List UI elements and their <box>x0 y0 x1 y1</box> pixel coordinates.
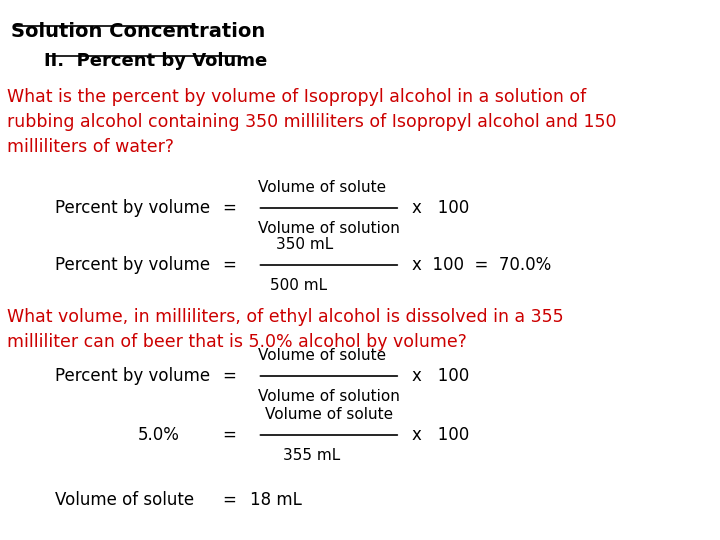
Text: Volume of solute: Volume of solute <box>258 180 386 195</box>
Text: 5.0%: 5.0% <box>138 426 180 444</box>
Text: x  100  =  70.0%: x 100 = 70.0% <box>412 256 552 274</box>
Text: =: = <box>222 199 236 217</box>
Text: Volume of solution: Volume of solution <box>258 221 400 236</box>
Text: Volume of solution: Volume of solution <box>258 389 400 404</box>
Text: Percent by volume: Percent by volume <box>55 256 210 274</box>
Text: x   100: x 100 <box>412 367 469 385</box>
Text: Percent by volume: Percent by volume <box>55 367 210 385</box>
Text: What volume, in milliliters, of ethyl alcohol is dissolved in a 355
milliliter c: What volume, in milliliters, of ethyl al… <box>7 308 564 351</box>
Text: II.  Percent by Volume: II. Percent by Volume <box>44 52 267 70</box>
Text: Volume of solute: Volume of solute <box>55 491 194 509</box>
Text: What is the percent by volume of Isopropyl alcohol in a solution of
rubbing alco: What is the percent by volume of Isoprop… <box>7 88 617 156</box>
Text: Percent by volume: Percent by volume <box>55 199 210 217</box>
Text: 18 mL: 18 mL <box>251 491 302 509</box>
Text: Solution Concentration: Solution Concentration <box>11 22 265 41</box>
Text: Volume of solute: Volume of solute <box>258 348 386 363</box>
Text: Volume of solute: Volume of solute <box>265 407 393 422</box>
Text: x   100: x 100 <box>412 199 469 217</box>
Text: 500 mL: 500 mL <box>271 278 328 293</box>
Text: 350 mL: 350 mL <box>276 237 333 252</box>
Text: 355 mL: 355 mL <box>283 448 341 463</box>
Text: =: = <box>222 426 236 444</box>
Text: =: = <box>222 367 236 385</box>
Text: =: = <box>222 491 236 509</box>
Text: x   100: x 100 <box>412 426 469 444</box>
Text: =: = <box>222 256 236 274</box>
